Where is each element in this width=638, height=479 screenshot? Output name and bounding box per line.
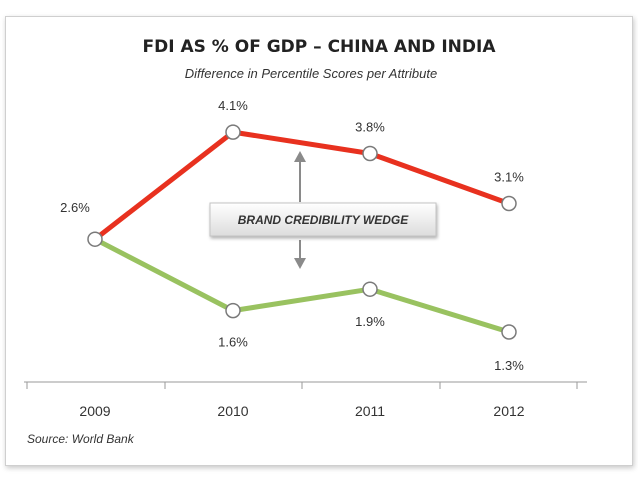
data-label-india: 1.3% bbox=[494, 358, 524, 373]
series-line-india bbox=[92, 236, 512, 335]
chart-frame bbox=[5, 16, 633, 466]
x-tick-label: 2011 bbox=[355, 403, 385, 419]
x-tick-marks bbox=[26, 382, 578, 389]
x-tick-label: 2012 bbox=[493, 403, 524, 419]
data-point-india bbox=[501, 324, 517, 340]
x-tick-label: 2009 bbox=[79, 403, 110, 419]
x-tick-label: 2010 bbox=[217, 403, 248, 419]
data-label-india: 1.9% bbox=[355, 314, 385, 329]
wedge-arrow bbox=[294, 151, 306, 269]
series-layer: 2.6% 4.1% 3.8% 3.1% 1.6% 1.9% 1.3% bbox=[60, 98, 524, 373]
data-label-china: 3.1% bbox=[494, 170, 524, 185]
data-point-china bbox=[362, 145, 378, 162]
data-label-china: 4.1% bbox=[218, 98, 248, 113]
data-point-china bbox=[87, 231, 103, 247]
chart-title: FDI AS % OF GDP – CHINA AND INDIA bbox=[143, 37, 497, 57]
chart-subtitle: Difference in Percentile Scores per Attr… bbox=[185, 66, 437, 81]
data-label-china: 2.6% bbox=[60, 200, 90, 215]
data-point-china bbox=[501, 195, 517, 212]
brand-credibility-wedge-box: BRAND CREDIBILITY WEDGE bbox=[209, 202, 437, 237]
wedge-label: BRAND CREDIBILITY WEDGE bbox=[238, 213, 409, 227]
data-label-india: 1.6% bbox=[218, 335, 248, 350]
source-note: Source: World Bank bbox=[27, 432, 135, 446]
data-point-india bbox=[362, 281, 378, 297]
data-point-india bbox=[225, 302, 241, 319]
data-label-china: 3.8% bbox=[355, 120, 385, 135]
x-tick-labels: 2009 2010 2011 2012 bbox=[79, 403, 524, 419]
data-point-china bbox=[225, 124, 241, 140]
series-line-china bbox=[92, 129, 512, 242]
